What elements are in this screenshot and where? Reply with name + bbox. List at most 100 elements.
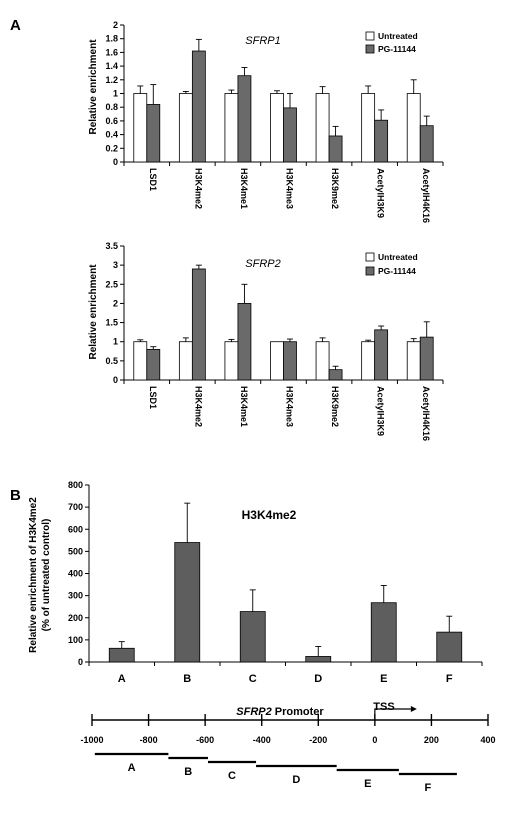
bar-untreated-acetylh4k16 [406,93,421,163]
y-tick-label: 0 [113,375,118,385]
bar-pg-11144-acetylh3k9 [374,119,389,163]
category-label: LSD1 [148,168,158,191]
promoter-tick-label: -800 [140,735,158,745]
y-tick-label: 3.5 [105,241,118,251]
chart3-category-labels: A B C D E F [88,662,483,685]
y-tick-label: 800 [68,480,83,490]
promoter-tick-label: -1000 [80,735,103,745]
chart-h3k4me2-regions: Relative enrichment of H3K4me2 (% of unt… [28,480,483,685]
y-tick-label: 500 [68,546,83,556]
bar-untreated-h3k4me1 [224,341,239,381]
chart2-legend-untreated: Untreated [378,252,418,262]
category-label: AcetylH3K9 [376,168,386,218]
category-label: H3K4me3 [285,386,295,427]
chart1-title: SFRP1 [245,35,280,47]
bar-pg-11144-h3k4me1 [237,303,252,381]
bar-pg-11144-h3k4me2 [191,268,206,381]
bar-pg-11144-acetylh3k9 [374,329,389,381]
bar-untreated-h3k4me1 [224,93,239,163]
panel-letter-a: A [10,17,21,34]
y-tick-label: 0.4 [105,130,118,140]
bar-pg-11144-h3k4me2 [191,50,206,163]
chart1-ylabel: Relative enrichment [88,39,99,135]
chart3-bars [108,502,463,663]
category-label: AcetylH4K16 [421,168,431,223]
y-tick-label: 0 [113,157,118,167]
y-tick-label: 600 [68,524,83,534]
bar-value-f [436,631,463,663]
y-tick-label: 3 [113,260,118,270]
category-label: AcetylH4K16 [421,386,431,441]
chart3-ylabel-2: (% of untreated control) [41,519,52,632]
bar-untreated-h3k4me3 [270,93,284,163]
promoter-regions: A B C D E F [94,752,457,794]
y-tick-label: 100 [68,635,83,645]
bar-pg-11144-lsd1 [146,348,161,381]
promoter-region-label: B [184,766,192,778]
category-label: F [446,673,453,685]
y-tick-label: 0.5 [105,356,118,366]
bar-untreated-acetylh3k9 [361,93,376,163]
category-label: H3K4me3 [285,168,295,209]
category-label: H3K9me2 [330,386,340,427]
category-label: H3K4me1 [239,168,249,209]
promoter-tick-label: -400 [253,735,271,745]
bar-pg-11144-h3k4me3 [283,341,297,381]
promoter-map: SFRP2 Promoter TSS -1000 -800 -600 -400 -200… [80,701,495,794]
bar-value-d [305,656,332,663]
category-label: H3K9me2 [330,168,340,209]
chart-sfrp2: Relative enrichment SFRP2 0 0.5 1 1.5 2 2.5 3 3… [88,241,444,441]
tss-arrow [374,708,411,720]
y-tick-label: 200 [68,613,83,623]
bar-untreated-acetylh3k9 [361,341,376,381]
y-tick-label: 1.8 [105,34,118,44]
promoter-region-label: D [292,774,300,786]
bar-untreated-lsd1 [133,341,148,381]
y-tick-label: 400 [68,569,83,579]
promoter-tick-label: 200 [424,735,439,745]
chart1-category-labels: LSD1 H3K4me2 H3K4me1 H3K4me3 H3K9me2 AcetylH3… [123,162,444,223]
promoter-tick-label: 0 [372,735,377,745]
bar-untreated-lsd1 [133,93,148,163]
bar-pg-11144-h3k4me1 [237,75,252,163]
y-tick-label: 300 [68,591,83,601]
chart-sfrp1: Relative enrichment SFRP1 0 0.2 0.4 0.6 0.8 1… [88,20,444,223]
bar-pg-11144-acetylh4k16 [419,336,434,381]
chart2-legend: Untreated PG-11144 [365,252,418,276]
category-label: D [314,673,322,685]
bar-untreated-h3k4me2 [178,341,193,381]
bar-untreated-acetylh4k16 [406,341,421,381]
bar-value-c [239,611,266,663]
chart2-title: SFRP2 [245,258,280,270]
chart3-title: H3K4me2 [242,508,297,522]
panel-letter-b: B [10,487,21,504]
bar-pg-11144-h3k9me2 [328,369,343,381]
promoter-tick-label: -600 [196,735,214,745]
category-label: H3K4me2 [193,168,203,209]
y-tick-label: 1.6 [105,47,118,57]
promoter-tick-label: -200 [309,735,327,745]
bar-value-e [370,602,397,663]
bar-pg-11144-h3k9me2 [328,135,343,163]
promoter-axis: -1000 -800 -600 -400 -200 0 200 400 [80,706,496,745]
tss-arrow-head [410,706,417,712]
category-label: B [183,673,191,685]
bar-pg-11144-acetylh4k16 [419,125,434,163]
bar-value-b [174,542,201,663]
category-label: LSD1 [148,386,158,409]
chart2-bars [133,264,434,381]
promoter-label-gene: SFRP2 [236,706,271,718]
category-label: E [380,673,387,685]
promoter-label: SFRP2 Promoter [236,706,324,718]
chart1-yaxis: 0 0.2 0.4 0.6 0.8 1 1.2 1.4 1.6 1.8 2 [105,20,443,167]
y-tick-label: 2 [113,298,118,308]
bar-untreated-h3k9me2 [315,93,330,163]
y-tick-label: 0.2 [105,143,118,153]
promoter-tick-label: 400 [480,735,495,745]
bar-pg-11144-h3k4me3 [283,107,297,163]
tss-label: TSS [373,701,394,713]
bar-pg-11144-lsd1 [146,104,161,163]
bar-untreated-h3k9me2 [315,341,330,381]
chart1-legend: Untreated PG-11144 [365,31,418,54]
